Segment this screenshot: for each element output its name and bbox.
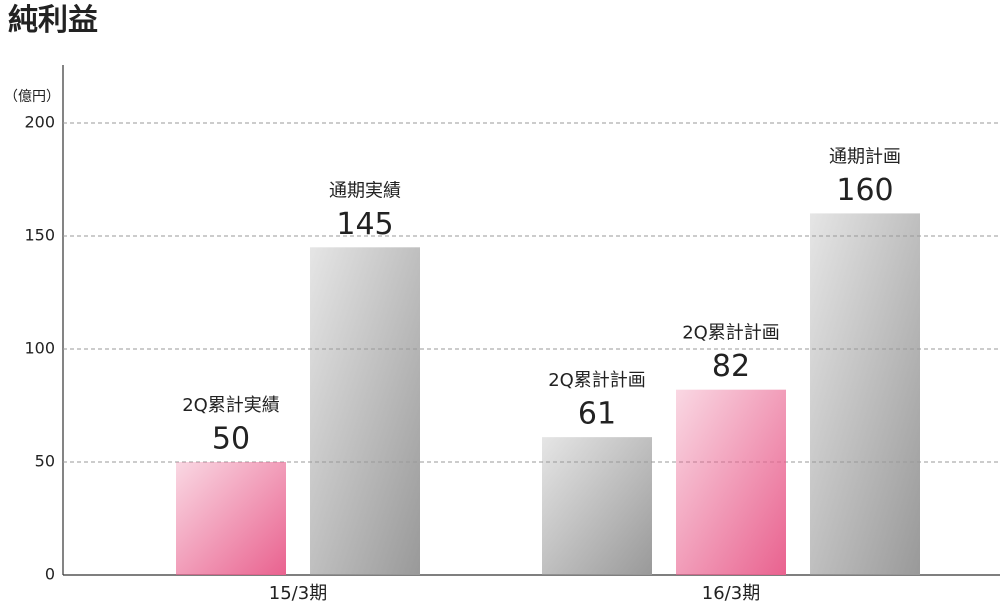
y-unit: （億円） <box>4 89 60 105</box>
bar <box>176 462 286 575</box>
bar-label: 2Q累計計画 <box>682 323 780 344</box>
bar <box>310 247 420 576</box>
y-tick-label: 100 <box>24 339 55 358</box>
value-label: 145 <box>336 207 393 242</box>
x-tick-label: 15/3期 <box>269 583 327 604</box>
bar-label: 通期実績 <box>329 180 401 201</box>
value-label: 61 <box>578 397 616 432</box>
chart-title: 純利益 <box>8 3 98 38</box>
bar <box>810 213 920 575</box>
value-label: 160 <box>836 173 893 208</box>
bar-label: 2Q累計実績 <box>182 395 280 416</box>
y-tick-label: 150 <box>24 226 55 245</box>
value-label: 50 <box>212 422 250 457</box>
bar-label: 通期計画 <box>829 146 901 167</box>
bar <box>542 437 652 575</box>
y-tick-label: 200 <box>24 113 55 132</box>
bar-label: 2Q累計計画 <box>548 370 646 391</box>
x-tick-label: 16/3期 <box>702 583 760 604</box>
bar <box>676 389 786 575</box>
y-tick-label: 0 <box>45 565 55 584</box>
y-tick-label: 50 <box>35 452 55 471</box>
value-label: 82 <box>712 349 750 384</box>
